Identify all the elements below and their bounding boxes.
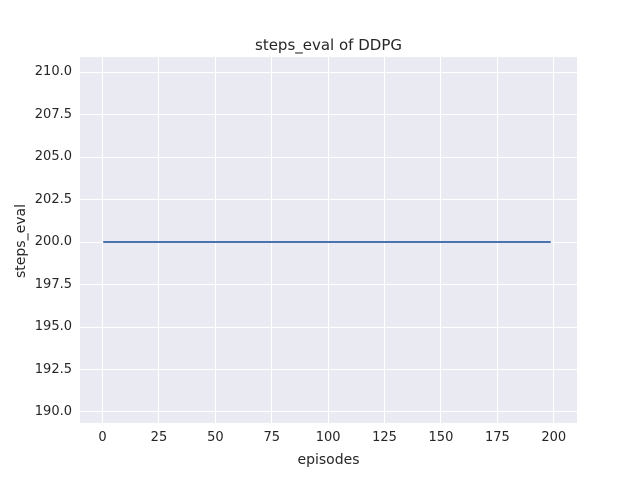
x-tick-label: 0 xyxy=(98,430,107,445)
x-axis-label: episodes xyxy=(297,452,360,468)
x-tick-label: 25 xyxy=(150,430,168,445)
gridline-y xyxy=(80,199,577,201)
x-tick-label: 50 xyxy=(207,430,224,445)
x-tick-label: 175 xyxy=(484,430,510,445)
series-line-steps_eval xyxy=(102,241,552,244)
plot-area xyxy=(80,57,577,423)
gridline-x xyxy=(327,57,329,423)
x-tick-label: 100 xyxy=(315,430,341,445)
y-tick-label: 210.0 xyxy=(34,64,72,80)
gridline-x xyxy=(496,57,498,423)
y-tick-label: 197.5 xyxy=(34,276,72,292)
gridline-y xyxy=(80,326,577,328)
gridline-x xyxy=(271,57,273,423)
chart-title: steps_eval of DDPG xyxy=(255,36,402,54)
y-tick-label: 207.5 xyxy=(34,106,72,122)
gridline-y xyxy=(80,411,577,413)
gridline-x xyxy=(384,57,386,423)
y-tick-label: 190.0 xyxy=(34,403,72,419)
gridline-y xyxy=(80,369,577,370)
x-tick-label: 125 xyxy=(372,430,397,445)
x-tick-label: 150 xyxy=(428,430,454,445)
y-tick-label: 205.0 xyxy=(34,149,72,165)
x-tick-label: 200 xyxy=(541,430,567,445)
y-tick-label: 192.5 xyxy=(34,361,72,377)
gridline-x xyxy=(440,57,442,423)
gridline-y xyxy=(80,156,577,158)
y-tick-label: 195.0 xyxy=(34,319,72,335)
gridline-y xyxy=(80,114,577,116)
gridline-y xyxy=(80,284,577,286)
gridline-x xyxy=(553,57,555,423)
gridline-y xyxy=(80,71,577,73)
gridline-x xyxy=(214,57,216,423)
x-tick-label: 75 xyxy=(263,430,281,445)
y-tick-label: 200.0 xyxy=(34,234,72,250)
gridline-x xyxy=(158,57,160,423)
y-tick-label: 202.5 xyxy=(34,191,72,207)
gridline-x xyxy=(102,57,104,423)
